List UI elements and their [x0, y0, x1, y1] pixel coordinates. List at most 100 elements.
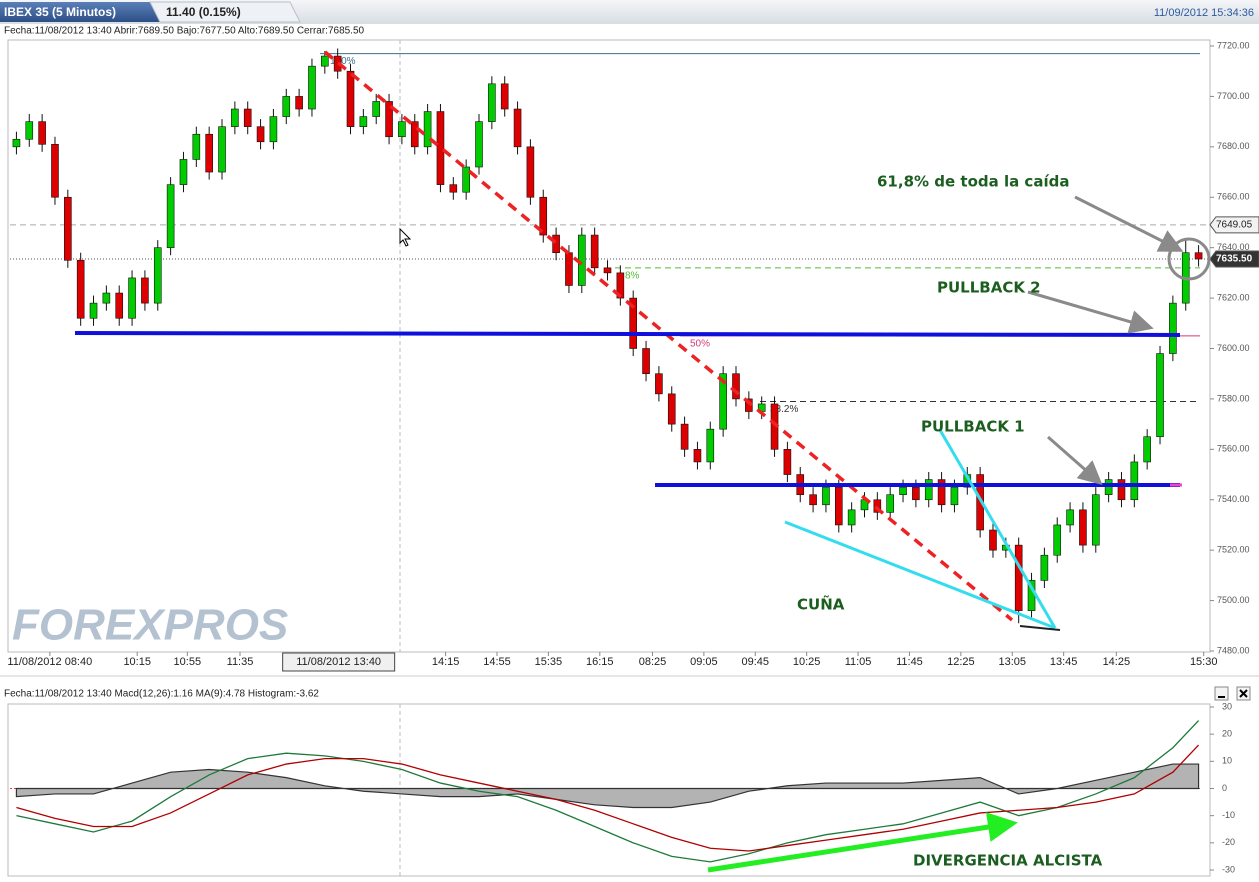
candle-body [1040, 554, 1049, 581]
candle-body [1130, 461, 1139, 501]
annotation: PULLBACK 2 [937, 279, 1041, 297]
y-tick-label: 30 [1222, 701, 1232, 711]
candle-body [989, 529, 997, 551]
x-tick-label: 11:05 [845, 656, 872, 668]
x-tick-label: 13:05 [998, 656, 1026, 668]
candle-body [526, 146, 535, 198]
candle-body [1194, 252, 1203, 260]
symbol: IBEX 35 (5 Minutos) [4, 5, 116, 19]
crosshair-label-box [282, 652, 396, 672]
x-tick-label: 14:55 [483, 656, 511, 668]
candle-body [243, 108, 252, 127]
price-box [1209, 216, 1259, 234]
annotation: PULLBACK 1 [921, 418, 1025, 436]
candle-body [488, 83, 496, 122]
wedge-line [784, 520, 1056, 630]
candle-body [822, 486, 830, 506]
x-tick-label: 16:15 [586, 656, 614, 668]
y-tick-label: 7500.00 [1217, 595, 1250, 605]
y-tick-label: 7540.00 [1217, 494, 1250, 504]
candle-body [513, 108, 522, 148]
x-tick-label: 11:45 [896, 656, 923, 668]
candle-body [603, 267, 612, 274]
candle-body [706, 428, 715, 463]
arrow [1027, 290, 1154, 334]
x-tick-label: 10:15 [123, 656, 151, 668]
candle-body [192, 133, 201, 160]
candle-body [1091, 494, 1100, 546]
price-box-label: 7635.50 [1216, 254, 1253, 265]
candle-body [12, 138, 21, 148]
y-tick-label: 7640.00 [1217, 242, 1250, 252]
candle-body [1079, 509, 1087, 546]
candle-body [385, 101, 393, 138]
candle-body [1143, 436, 1151, 463]
y-tick-label: 7700.00 [1217, 91, 1250, 101]
candle-body [873, 499, 882, 513]
candle-body [89, 302, 98, 319]
candle-body [719, 373, 727, 430]
candle-body [629, 297, 637, 349]
candle-body [693, 449, 702, 463]
y-tick-label: 7720.00 [1217, 40, 1250, 50]
candle-body [500, 83, 509, 110]
close-icon [1239, 689, 1248, 698]
candle-body [51, 144, 59, 198]
candle-body [128, 277, 136, 319]
candle-body [166, 184, 175, 248]
x-tick-label: 13:45 [1050, 656, 1078, 668]
symbol-tab[interactable] [0, 2, 160, 22]
candle-body [462, 166, 470, 193]
candle-body [295, 96, 303, 110]
candle-body [256, 126, 265, 143]
x-tick-label: 15:30 [1190, 656, 1218, 668]
candle-body [141, 277, 149, 304]
price-panel [7, 39, 1211, 653]
candle-body [410, 121, 419, 148]
candle-body [834, 486, 843, 526]
y-tick-label: 7660.00 [1217, 192, 1250, 202]
candle-body [436, 111, 445, 185]
candle-body [809, 494, 817, 506]
x-tick-label: 14:15 [432, 656, 460, 668]
candle-body [924, 479, 933, 501]
candle-body [1169, 302, 1177, 354]
candle-body [590, 234, 599, 269]
candle-body [667, 393, 676, 425]
y-tick-label: -10 [1222, 810, 1235, 820]
minimize-button[interactable] [1214, 686, 1229, 701]
candle-body [1053, 524, 1062, 556]
support-line [74, 331, 1181, 337]
candle-body [1117, 479, 1126, 501]
x-tick-label: 10:25 [793, 656, 821, 668]
info-line: Fecha:11/08/2012 13:40 Abrir:7689.50 Baj… [4, 26, 365, 37]
candle-body [937, 479, 946, 506]
x-tick-label: 15:35 [535, 656, 563, 668]
candle-body [38, 121, 46, 145]
candle-body [153, 247, 162, 304]
candle-body [1014, 544, 1023, 611]
crosshair-label: 11/08/2012 13:40 [296, 656, 381, 668]
price-box-label: 7649.05 [1216, 219, 1253, 230]
x-tick-label: 09:45 [742, 656, 770, 668]
watermark: FOREXPROS [12, 601, 288, 650]
candle-body [783, 449, 792, 475]
candle-body [886, 494, 894, 513]
fib-label: 38.2% [770, 404, 798, 415]
candle-body [218, 126, 226, 173]
candle-body [282, 96, 291, 117]
candle-body [269, 116, 278, 143]
x-tick-label: 12:25 [947, 656, 975, 668]
price-box [1209, 250, 1259, 268]
x-tick-label: 11:35 [227, 656, 254, 668]
candle-body [655, 373, 663, 395]
candle-body [899, 486, 907, 496]
histogram [15, 763, 1200, 809]
candle-body [321, 55, 329, 67]
candle-body [25, 121, 34, 140]
candle-body [912, 486, 920, 501]
annotation: 61,8% de toda la caída [877, 173, 1069, 191]
wedge-line [1019, 625, 1061, 631]
candle-body [76, 259, 85, 319]
